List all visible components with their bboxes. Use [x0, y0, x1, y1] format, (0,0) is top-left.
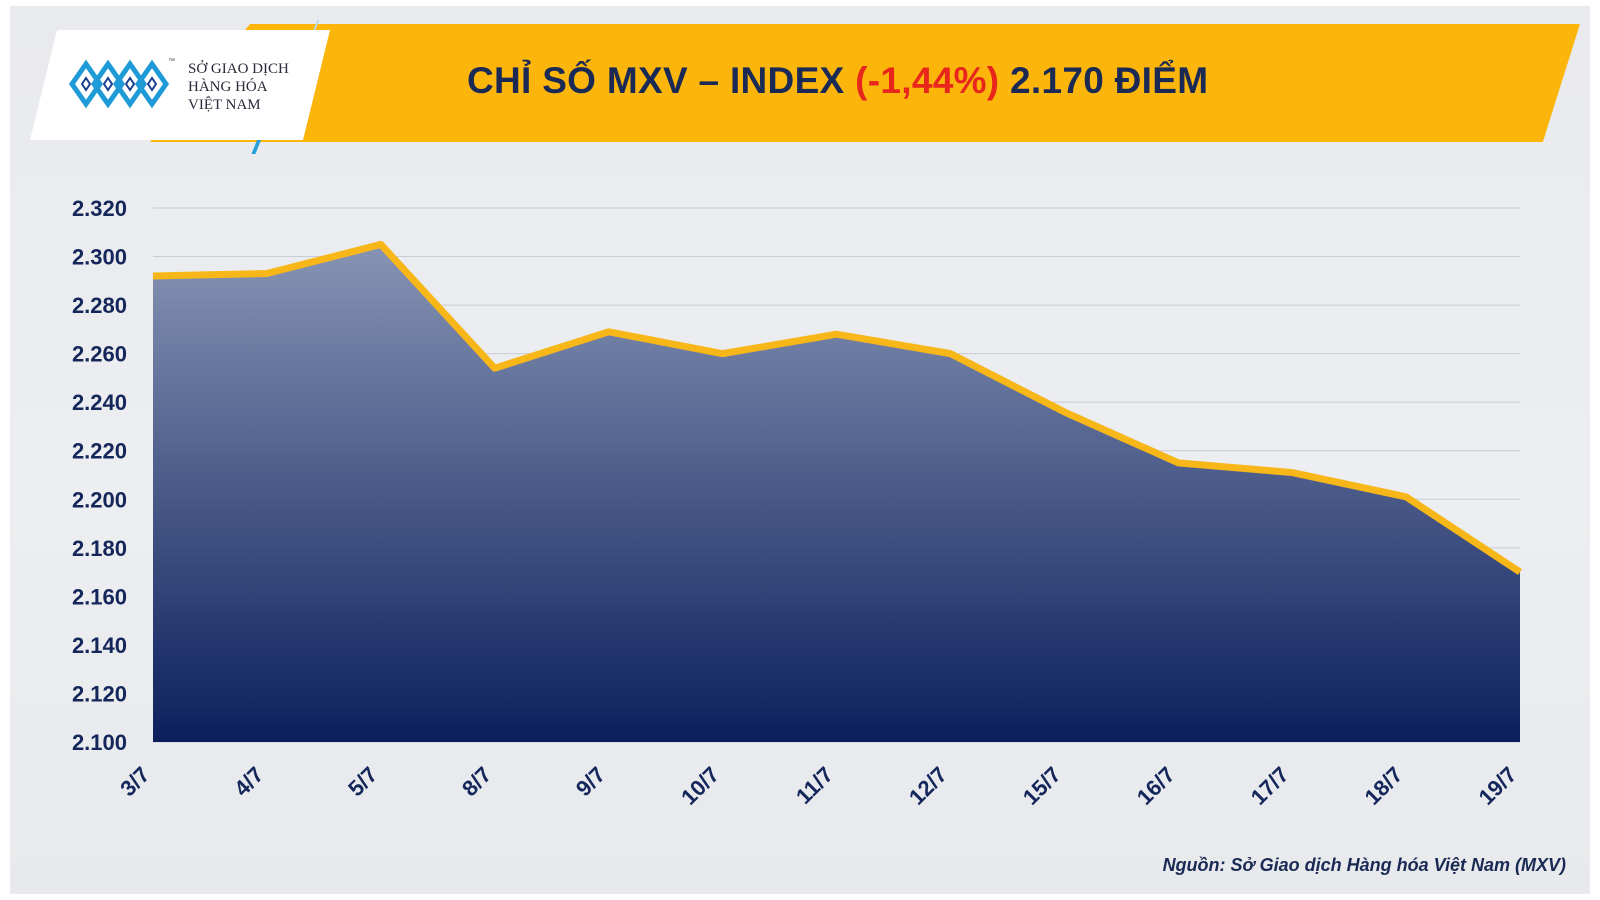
x-tick-label: 16/7	[1132, 762, 1180, 810]
x-axis-ticks: 3/7 4/7 5/7 8/7 9/7 10/7 11/7 12/7 15/7 16/7 17/7 1…	[115, 762, 1521, 810]
y-tick-label: 2.280	[72, 293, 127, 318]
y-tick-label: 2.120	[72, 681, 127, 706]
y-tick-label: 2.100	[72, 730, 127, 755]
area-shape	[153, 244, 1520, 742]
title-percent-change: (-1,44%)	[855, 60, 1000, 101]
title-banner	[150, 24, 1580, 142]
x-tick-label: 10/7	[676, 762, 724, 810]
x-tick-label: 4/7	[229, 762, 268, 801]
logo-panel	[30, 30, 330, 140]
y-tick-label: 2.260	[72, 342, 127, 367]
series-line	[152, 240, 1522, 576]
y-tick-label: 2.320	[72, 196, 127, 221]
logo-text: SỞ GIAO DỊCH HÀNG HÓA VIỆT NAM	[188, 60, 289, 114]
x-tick-label: 12/7	[904, 762, 952, 810]
x-tick-label: 5/7	[343, 762, 382, 801]
y-tick-label: 2.240	[72, 390, 127, 415]
chart-frame: 2.100 2.120 2.140 2.160 2.180 2.200 2.220 2.240…	[10, 6, 1590, 894]
y-axis-ticks: 2.100 2.120 2.140 2.160 2.180 2.200 2.220 2.240…	[72, 196, 127, 755]
area-fill	[153, 244, 1520, 742]
source-note: Nguồn: Sở Giao dịch Hàng hóa Việt Nam (M…	[1162, 855, 1566, 875]
x-tick-label: 19/7	[1474, 762, 1522, 810]
logo-line: VIỆT NAM	[188, 97, 261, 113]
x-tick-label: 11/7	[791, 762, 838, 809]
trademark-mark: ™	[168, 58, 175, 65]
y-tick-label: 2.300	[72, 245, 127, 270]
x-tick-label: 3/7	[115, 762, 154, 801]
x-tick-label: 15/7	[1018, 762, 1066, 810]
title-main: CHỈ SỐ MXV – INDEX	[467, 60, 856, 101]
logo-line: SỞ GIAO DỊCH	[188, 61, 289, 77]
logo-line: HÀNG HÓA	[188, 79, 268, 95]
y-tick-label: 2.160	[72, 584, 127, 609]
title-value: 2.170 ĐIỂM	[999, 60, 1209, 101]
mxv-logo-icon	[68, 59, 170, 109]
index-area-chart: 2.100 2.120 2.140 2.160 2.180 2.200 2.220 2.240…	[72, 196, 1522, 810]
y-tick-label: 2.180	[72, 536, 127, 561]
x-tick-label: 8/7	[457, 762, 496, 801]
x-tick-label: 18/7	[1360, 762, 1408, 810]
y-tick-label: 2.200	[72, 487, 127, 512]
y-tick-label: 2.220	[72, 439, 127, 464]
y-tick-label: 2.140	[72, 633, 127, 658]
x-tick-label: 9/7	[571, 762, 610, 801]
x-tick-label: 17/7	[1246, 762, 1294, 810]
chart-title: CHỈ SỐ MXV – INDEX (-1,44%) 2.170 ĐIỂM	[467, 60, 1208, 102]
